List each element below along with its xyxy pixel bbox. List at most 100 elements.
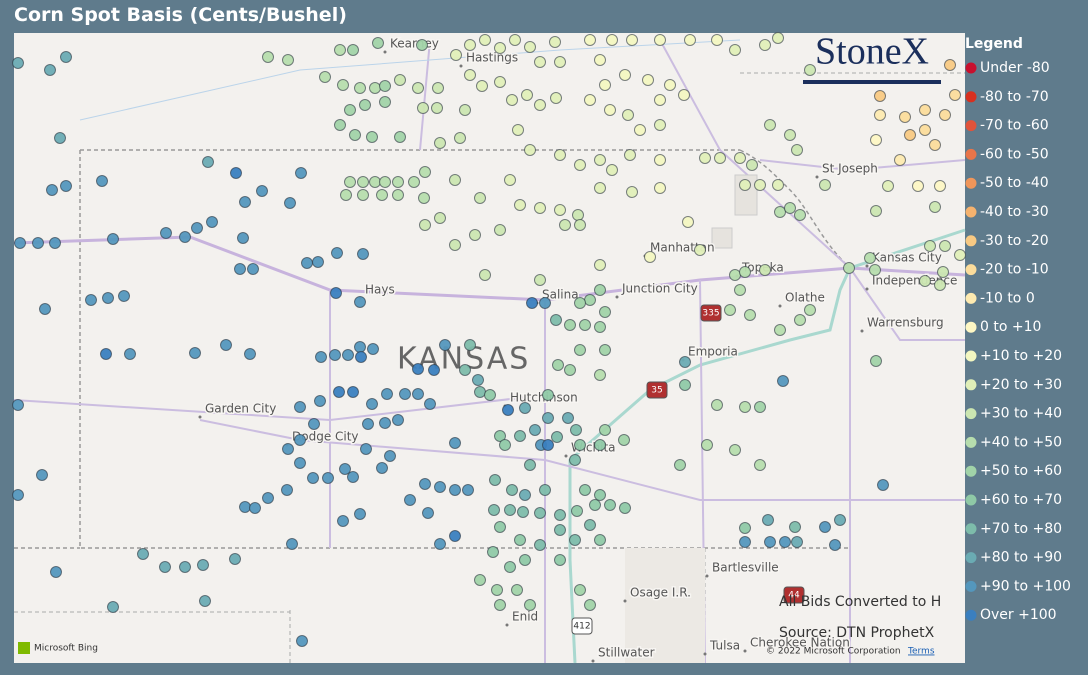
- basis-point: [944, 59, 956, 71]
- basis-point: [882, 180, 894, 192]
- basis-point: [819, 179, 831, 191]
- logo-bar: [803, 80, 941, 84]
- basis-point: [724, 304, 736, 316]
- basis-point: [604, 104, 616, 116]
- basis-point: [449, 437, 461, 449]
- legend-swatch: [965, 148, 977, 160]
- basis-point: [449, 174, 461, 186]
- terms-link[interactable]: Terms: [907, 647, 935, 657]
- basis-point: [534, 99, 546, 111]
- basis-point: [295, 167, 307, 179]
- basis-point: [772, 179, 784, 191]
- basis-point: [619, 69, 631, 81]
- place-label: Stillwater: [598, 646, 655, 660]
- basis-point: [534, 56, 546, 68]
- place-label: Junction City: [621, 282, 698, 296]
- basis-point: [524, 599, 536, 611]
- basis-point: [416, 39, 428, 51]
- basis-point: [199, 595, 211, 607]
- legend-label: +40 to +50: [980, 434, 1062, 450]
- basis-point: [347, 44, 359, 56]
- basis-point: [379, 176, 391, 188]
- basis-point: [499, 439, 511, 451]
- place-label: Kearney: [390, 37, 439, 51]
- legend-swatch: [965, 91, 977, 103]
- basis-point: [550, 92, 562, 104]
- basis-point: [362, 418, 374, 430]
- basis-point: [439, 339, 451, 351]
- place-label: Salina: [542, 288, 579, 302]
- basis-point: [514, 199, 526, 211]
- basis-point: [570, 424, 582, 436]
- basis-point: [294, 434, 306, 446]
- route-shield: [646, 381, 668, 399]
- basis-point: [308, 418, 320, 430]
- basis-point: [714, 152, 726, 164]
- place-label: Dodge City: [292, 430, 359, 444]
- basis-point: [772, 32, 784, 44]
- basis-point: [239, 196, 251, 208]
- basis-point: [334, 119, 346, 131]
- basis-point: [843, 262, 855, 274]
- basis-point: [734, 152, 746, 164]
- basis-point: [589, 499, 601, 511]
- legend-swatch: [965, 465, 977, 477]
- basis-point: [626, 186, 638, 198]
- legend-label: -80 to -70: [980, 89, 1049, 105]
- basis-point: [794, 314, 806, 326]
- place-marker: [591, 659, 595, 663]
- basis-point: [432, 82, 444, 94]
- basis-point: [554, 524, 566, 536]
- basis-point: [554, 149, 566, 161]
- basis-point: [189, 347, 201, 359]
- basis-point: [459, 104, 471, 116]
- basis-point: [381, 388, 393, 400]
- basis-point: [479, 34, 491, 46]
- basis-point: [594, 534, 606, 546]
- basis-point: [534, 539, 546, 551]
- basis-point: [506, 484, 518, 496]
- basis-point: [542, 412, 554, 424]
- basis-point: [754, 401, 766, 413]
- basis-point: [734, 284, 746, 296]
- basis-point: [521, 89, 533, 101]
- basis-point: [234, 263, 246, 275]
- basis-point: [230, 167, 242, 179]
- basis-point: [296, 635, 308, 647]
- legend-swatch: [965, 292, 977, 304]
- basis-point: [354, 296, 366, 308]
- basis-point: [431, 102, 443, 114]
- basis-point: [711, 34, 723, 46]
- basis-point: [379, 96, 391, 108]
- basis-point: [337, 515, 349, 527]
- basis-point: [118, 290, 130, 302]
- place-label: Emporia: [688, 345, 738, 359]
- basis-point: [294, 401, 306, 413]
- legend-swatch: [965, 177, 977, 189]
- basis-point: [197, 559, 209, 571]
- basis-point: [124, 348, 136, 360]
- basis-point: [754, 459, 766, 471]
- basis-point: [229, 553, 241, 565]
- basis-point: [791, 144, 803, 156]
- basis-point: [874, 109, 886, 121]
- legend-swatch: [965, 120, 977, 132]
- basis-point: [729, 44, 741, 56]
- basis-point: [606, 34, 618, 46]
- basis-point: [534, 274, 546, 286]
- place-marker: [743, 649, 747, 653]
- basis-point: [476, 80, 488, 92]
- place-marker: [198, 415, 202, 419]
- basis-point: [12, 489, 24, 501]
- basis-point: [487, 546, 499, 558]
- basis-point: [519, 402, 531, 414]
- place-label: Osage I.R.: [630, 586, 691, 600]
- basis-point: [654, 94, 666, 106]
- basis-point: [14, 237, 26, 249]
- basis-point: [934, 279, 946, 291]
- basis-point: [744, 309, 756, 321]
- route-shield: [700, 304, 722, 322]
- basis-point: [392, 189, 404, 201]
- basis-point: [412, 388, 424, 400]
- basis-point: [44, 64, 56, 76]
